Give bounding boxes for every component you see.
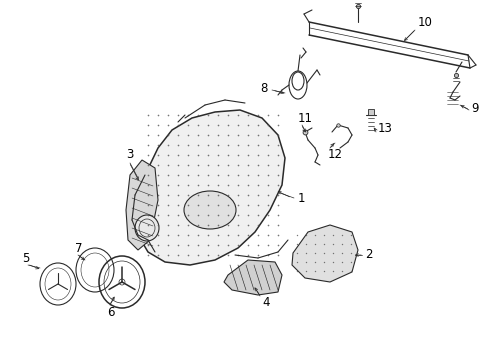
Ellipse shape — [183, 191, 236, 229]
Text: 4: 4 — [262, 296, 269, 309]
Text: 3: 3 — [126, 148, 133, 162]
Text: 12: 12 — [327, 148, 342, 162]
Text: 1: 1 — [297, 192, 305, 204]
Text: 6: 6 — [107, 306, 114, 319]
Polygon shape — [224, 260, 282, 295]
Text: 10: 10 — [417, 15, 432, 28]
Text: 9: 9 — [470, 102, 478, 114]
Ellipse shape — [135, 215, 159, 241]
Text: 2: 2 — [364, 248, 372, 261]
Text: 8: 8 — [260, 81, 267, 94]
Text: 11: 11 — [297, 112, 312, 125]
Text: 7: 7 — [75, 242, 82, 255]
Polygon shape — [291, 225, 357, 282]
Polygon shape — [126, 160, 158, 250]
Text: 5: 5 — [22, 252, 29, 265]
Polygon shape — [135, 110, 285, 265]
Text: 13: 13 — [377, 122, 392, 135]
